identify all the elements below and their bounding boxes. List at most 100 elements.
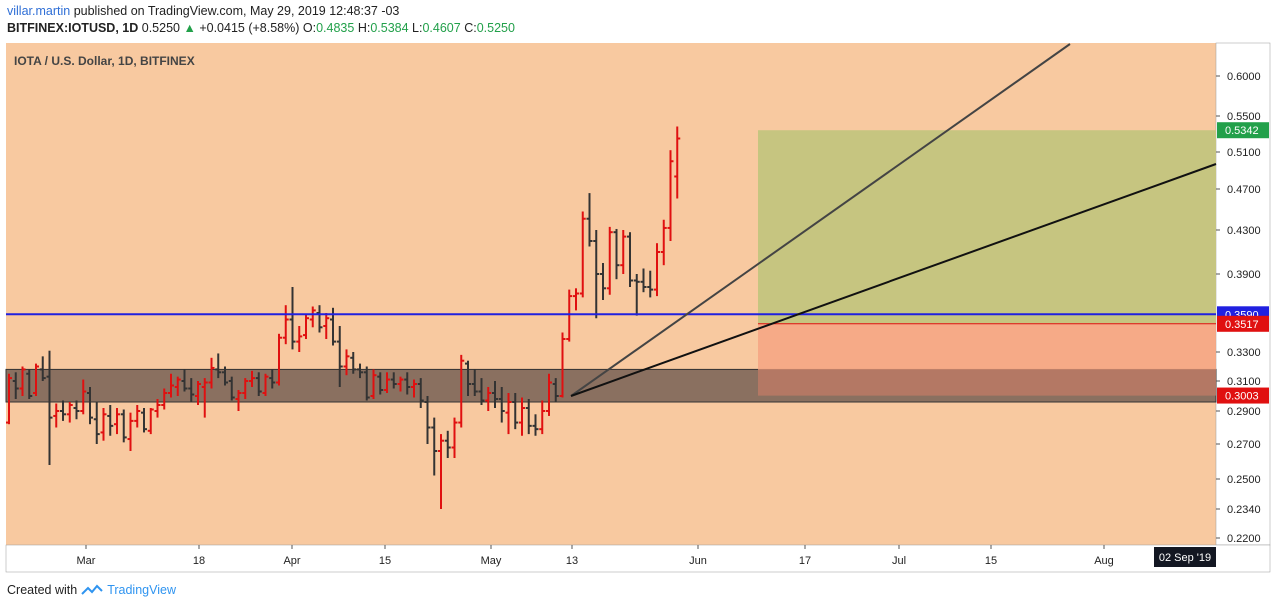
created-with-text: Created with xyxy=(7,583,78,597)
symbol-name: BITFINEX:IOTUSD, 1D xyxy=(7,21,139,35)
price-tick-label: 0.2500 xyxy=(1227,474,1261,486)
ohlc-bar xyxy=(357,363,363,379)
ohlc-bar xyxy=(262,373,269,396)
time-tick-label: 15 xyxy=(985,555,997,567)
ohlc-bar xyxy=(363,366,370,401)
price-tick-label: 0.2200 xyxy=(1227,533,1261,545)
ohlc-bar xyxy=(633,274,640,316)
time-tick-label: 13 xyxy=(566,555,578,567)
time-tick-label: Jun xyxy=(689,555,707,567)
ohlc-bar xyxy=(316,305,323,333)
crosshair-date-label: 02 Sep '19 xyxy=(1159,552,1211,564)
ohlc-bar xyxy=(46,350,53,465)
price-tick-label: 0.3300 xyxy=(1227,347,1261,359)
time-tick-label: Apr xyxy=(283,555,300,567)
low-value: 0.4607 xyxy=(422,21,461,35)
time-tick-label: Aug xyxy=(1094,555,1114,567)
ohlc-bar xyxy=(249,370,255,387)
price-tick-label: 0.3900 xyxy=(1227,269,1261,281)
ohlc-bar xyxy=(377,372,384,395)
ohlc-bar xyxy=(39,356,46,381)
ohlc-bar xyxy=(100,408,107,441)
ohlc-bar xyxy=(667,150,674,241)
ohlc-bar xyxy=(647,270,654,298)
ohlc-bar xyxy=(417,378,424,408)
ohlc-bar xyxy=(174,376,181,396)
open-value: 0.4835 xyxy=(316,21,355,35)
high-label: H: xyxy=(357,21,371,35)
high-value: 0.5384 xyxy=(370,21,409,35)
low-label: L: xyxy=(412,21,423,35)
price-tick-label: 0.5100 xyxy=(1227,147,1261,159)
close-label: C: xyxy=(464,21,477,35)
ohlc-bar xyxy=(539,400,546,435)
ohlc-bar xyxy=(12,372,19,399)
ohlc-bar xyxy=(458,354,465,428)
shallow-trend-line[interactable] xyxy=(570,163,1217,397)
ohlc-bar xyxy=(19,366,26,396)
ohlc-bar xyxy=(282,305,289,345)
publish-header: villar.martin published on TradingView.c… xyxy=(7,4,399,18)
tradingview-link[interactable]: TradingView xyxy=(107,583,176,597)
ohlc-bar xyxy=(640,268,647,293)
price-change: +0.0415 (+8.58%) xyxy=(199,21,300,35)
ohlc-bar xyxy=(222,366,228,386)
ohlc-bar xyxy=(228,376,235,401)
ohlc-bar xyxy=(188,378,195,402)
ohlc-bar xyxy=(404,372,411,395)
ohlc-bar xyxy=(276,333,282,386)
time-tick-label: 15 xyxy=(379,555,391,567)
ohlc-bar xyxy=(397,376,404,392)
ohlc-bar xyxy=(127,412,134,451)
target-zone xyxy=(758,130,1216,324)
ohlc-bar xyxy=(519,397,525,436)
ohlc-bar xyxy=(80,379,87,415)
ohlc-bar xyxy=(384,372,390,393)
ohlc-bar xyxy=(505,393,512,435)
steep-trend-line[interactable] xyxy=(570,43,1071,397)
ohlc-bar xyxy=(147,408,154,435)
ohlc-bar xyxy=(309,306,316,328)
ohlc-bar xyxy=(323,313,330,339)
price-tick-label: 0.6000 xyxy=(1227,71,1261,83)
ohlc-bar xyxy=(552,378,559,402)
lines-layer xyxy=(6,43,1217,397)
ohlc-bar xyxy=(451,417,458,458)
ohlc-bar xyxy=(620,230,627,274)
price-label-bg xyxy=(1217,122,1269,139)
chart-title: IOTA / U.S. Dollar, 1D, BITFINEX xyxy=(14,54,195,68)
ohlc-bar xyxy=(492,381,498,408)
ohlc-bar xyxy=(181,369,188,392)
ohlc-bar xyxy=(114,408,120,435)
ohlc-bar xyxy=(66,402,73,423)
time-tick-label: 18 xyxy=(193,555,205,567)
time-tick-label: Jul xyxy=(892,555,906,567)
ohlc-bar xyxy=(336,326,343,387)
ohlc-bar xyxy=(613,228,620,280)
time-tick-label: May xyxy=(481,555,502,567)
price-label-badge: 0.5342 xyxy=(1217,122,1269,139)
stop-support-overlap xyxy=(758,369,1216,396)
price-axis: 0.6000 0.5500 0.5100 0.4700 0.4300 0.3900 0.33… xyxy=(1216,71,1261,545)
ohlc-bar xyxy=(431,417,438,476)
price-label-text: 0.3003 xyxy=(1225,391,1259,403)
ohlc-bar xyxy=(485,387,492,411)
ohlc-bar xyxy=(438,434,444,509)
ohlc-bar xyxy=(296,326,303,352)
ohlc-bar xyxy=(289,287,296,350)
time-axis-pane[interactable] xyxy=(5,544,1271,573)
price-tick-label: 0.4700 xyxy=(1227,184,1261,196)
ohlc-bar xyxy=(600,263,606,300)
ohlc-bar xyxy=(465,360,471,396)
ohlc-bar xyxy=(498,387,505,423)
ohlc-bar xyxy=(546,373,552,416)
ohlc-bar xyxy=(120,409,127,443)
ohlc-bar xyxy=(303,314,309,339)
ohlc-bar xyxy=(107,405,114,436)
change-up-icon: ▲ xyxy=(183,21,196,35)
ohlc-bar xyxy=(215,353,222,379)
author-link[interactable]: villar.martin xyxy=(7,4,71,18)
crosshair-date-box xyxy=(1154,547,1216,567)
